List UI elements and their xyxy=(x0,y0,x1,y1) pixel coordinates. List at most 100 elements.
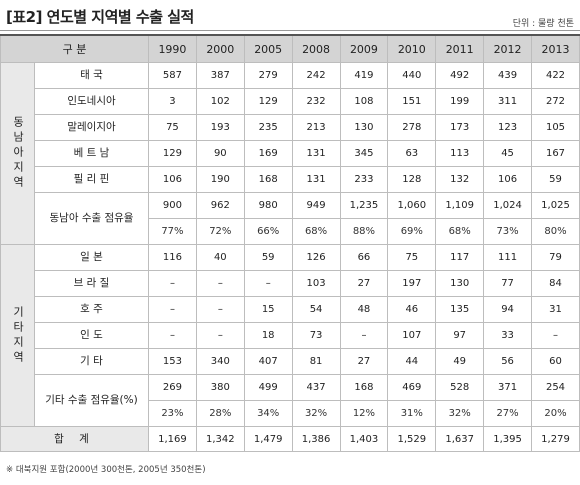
value-cell: 169 xyxy=(243,140,293,167)
value-cell: 108 xyxy=(339,88,389,115)
value-cell: – xyxy=(195,322,245,349)
value-cell: 126 xyxy=(291,244,341,271)
share-value: 1,060 xyxy=(387,192,437,219)
value-cell: 340 xyxy=(195,348,245,375)
share-label: 기타 수출 점유율(%) xyxy=(34,374,149,427)
value-cell: 105 xyxy=(531,114,580,141)
group-label: 동남아지역 xyxy=(0,62,35,245)
value-cell: 193 xyxy=(195,114,245,141)
value-cell: 73 xyxy=(291,322,341,349)
value-cell: 59 xyxy=(243,244,293,271)
value-cell: 66 xyxy=(339,244,389,271)
total-value: 1,279 xyxy=(531,426,580,452)
value-cell: 439 xyxy=(483,62,532,89)
share-value: 269 xyxy=(148,374,197,401)
value-cell: 56 xyxy=(483,348,532,375)
share-value: 380 xyxy=(195,374,245,401)
share-percent: 12% xyxy=(339,400,389,427)
value-cell: 84 xyxy=(531,270,580,297)
year-header: 2011 xyxy=(435,34,485,63)
value-cell: 94 xyxy=(483,296,532,323)
year-header: 2012 xyxy=(483,34,532,63)
value-cell: 103 xyxy=(291,270,341,297)
total-value: 1,479 xyxy=(243,426,293,452)
value-cell: 81 xyxy=(291,348,341,375)
total-value: 1,169 xyxy=(148,426,197,452)
value-cell: 132 xyxy=(435,166,485,193)
value-cell: 97 xyxy=(435,322,485,349)
value-cell: 63 xyxy=(387,140,437,167)
share-percent: 88% xyxy=(339,218,389,245)
value-cell: 18 xyxy=(243,322,293,349)
data-row: 인 도 – –18 73–107 97 33– xyxy=(1,322,580,349)
value-cell: 128 xyxy=(387,166,437,193)
share-value: 900 xyxy=(148,192,197,219)
value-cell: 151 xyxy=(387,88,437,115)
value-cell: 190 xyxy=(195,166,245,193)
row-label: 일 본 xyxy=(34,244,149,271)
value-cell: 131 xyxy=(291,140,341,167)
value-cell: 440 xyxy=(387,62,437,89)
value-cell: – xyxy=(148,270,197,297)
row-label: 베 트 남 xyxy=(34,140,149,167)
value-cell: 407 xyxy=(243,348,293,375)
share-value: 1,024 xyxy=(483,192,532,219)
value-cell: 54 xyxy=(291,296,341,323)
value-cell: 46 xyxy=(387,296,437,323)
value-cell: 232 xyxy=(291,88,341,115)
value-cell: 311 xyxy=(483,88,532,115)
year-header: 2008 xyxy=(291,34,341,63)
data-row: 인도네시아 3 102 129 232 108 151 199 311 272 xyxy=(1,88,580,115)
value-cell: 278 xyxy=(387,114,437,141)
value-cell: 3 xyxy=(148,88,197,115)
value-cell: – xyxy=(339,322,389,349)
data-row: 호 주 – –15 54 48 46 135 94 31 xyxy=(1,296,580,323)
value-cell: 235 xyxy=(243,114,293,141)
share-percent: 77% xyxy=(148,218,197,245)
value-cell: 49 xyxy=(435,348,485,375)
value-cell: 117 xyxy=(435,244,485,271)
total-value: 1,403 xyxy=(339,426,389,452)
value-cell: 31 xyxy=(531,296,580,323)
total-value: 1,637 xyxy=(435,426,485,452)
data-row: 필 리 핀 106 190 168 131 233 128 132 106 59 xyxy=(1,166,580,193)
value-cell: 279 xyxy=(243,62,293,89)
value-cell: 587 xyxy=(148,62,197,89)
value-cell: 130 xyxy=(339,114,389,141)
value-cell: 213 xyxy=(291,114,341,141)
value-cell: 15 xyxy=(243,296,293,323)
total-row: 합 계 1,169 1,342 1,479 1,386 1,403 1,529 1,637 1,… xyxy=(0,426,580,452)
share-value: 528 xyxy=(435,374,485,401)
share-value: 469 xyxy=(387,374,437,401)
value-cell: 173 xyxy=(435,114,485,141)
share-row: 동남아 수출 점유율 900 962 980 949 1,235 1,060 1,109 1,0… xyxy=(1,192,580,245)
row-label: 인도네시아 xyxy=(34,88,149,115)
share-percent: 27% xyxy=(483,400,532,427)
value-cell: 27 xyxy=(339,348,389,375)
value-cell: 129 xyxy=(243,88,293,115)
total-value: 1,395 xyxy=(483,426,532,452)
value-cell: 123 xyxy=(483,114,532,141)
value-cell: 272 xyxy=(531,88,580,115)
share-percent: 68% xyxy=(435,218,485,245)
share-value: 1,109 xyxy=(435,192,485,219)
share-value: 254 xyxy=(531,374,580,401)
share-percent: 34% xyxy=(243,400,293,427)
data-row: 기타지역 일 본 116 40 59 126 66 75 117 111 79 xyxy=(0,244,580,427)
share-percent: 31% xyxy=(387,400,437,427)
value-cell: 102 xyxy=(195,88,245,115)
value-cell: 107 xyxy=(387,322,437,349)
data-row: 기 타 153 340 407 81 27 44 49 56 60 xyxy=(1,348,580,375)
corner-cell: 구 분 xyxy=(0,34,149,63)
share-value: 1,025 xyxy=(531,192,580,219)
value-cell: 33 xyxy=(483,322,532,349)
value-cell: – xyxy=(195,296,245,323)
total-label: 합 계 xyxy=(0,426,149,452)
unit: 단위 : 물량 천톤 xyxy=(512,19,574,29)
row-label: 인 도 xyxy=(34,322,149,349)
share-value: 980 xyxy=(243,192,293,219)
share-value: 168 xyxy=(339,374,389,401)
value-cell: – xyxy=(243,270,293,297)
share-percent: 66% xyxy=(243,218,293,245)
share-value: 437 xyxy=(291,374,341,401)
